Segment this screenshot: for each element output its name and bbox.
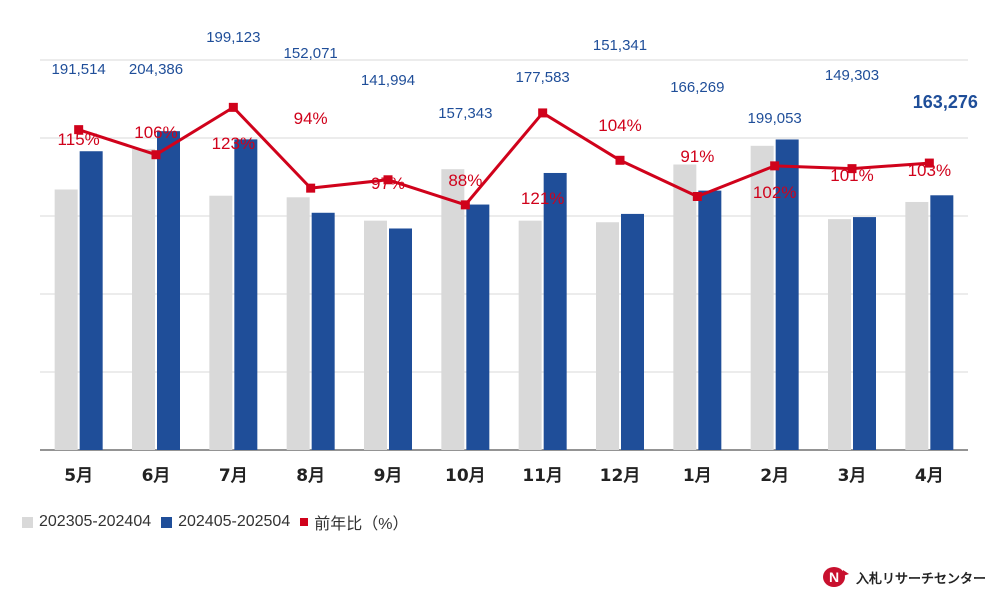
bar-prev-year (132, 148, 155, 451)
yoy-value-label: 103% (908, 161, 951, 180)
yoy-marker (615, 155, 625, 165)
yoy-marker (770, 161, 780, 171)
legend-item-yoy[interactable]: 前年比（%） (300, 510, 408, 534)
bar-prev-year (828, 219, 851, 450)
yoy-value-label: 104% (598, 116, 641, 135)
bar-current-year (79, 151, 103, 450)
bar-prev-year (209, 195, 233, 450)
yoy-marker (460, 200, 470, 210)
bar-value-label: 177,583 (516, 69, 570, 86)
x-tick-label: 11月 (522, 466, 563, 486)
yoy-marker (74, 125, 84, 135)
data-labels: 191,514 204,386 199,123 152,071 141,994 157,3… (52, 29, 978, 208)
bar-value-label: 191,514 (52, 61, 106, 78)
yoy-value-label: 101% (830, 166, 873, 185)
brand-logo-letter: N (829, 569, 839, 585)
x-tick-label: 12月 (600, 466, 641, 486)
x-tick-label: 5月 (64, 466, 93, 486)
bar-value-label: 166,269 (670, 79, 724, 96)
yoy-line (78, 105, 930, 207)
legend-swatch-prev-year (22, 516, 33, 528)
bar-prev-year (905, 201, 929, 450)
bar-value-label: 157,343 (438, 105, 492, 122)
x-tick-label: 3月 (838, 466, 867, 486)
yoy-value-label: 121% (521, 189, 564, 208)
yoy-value-label: 115% (58, 130, 100, 149)
bar-current-year (157, 131, 180, 450)
bar-current-year (234, 139, 258, 451)
bar-value-label: 149,303 (825, 67, 879, 84)
bar-current-year (698, 190, 722, 450)
yoy-line-series (74, 102, 934, 210)
bar-prev-year (673, 164, 697, 450)
yoy-marker (228, 102, 238, 112)
x-tick-label: 2月 (760, 466, 789, 486)
bar-prev-year (750, 145, 774, 451)
bar-current-year (543, 172, 567, 450)
bar-value-label: 199,053 (748, 110, 802, 127)
yoy-marker (692, 192, 702, 201)
x-tick-label: 8月 (296, 466, 325, 486)
brand-logo-icon: N (822, 567, 849, 587)
bar-current-year (930, 195, 954, 450)
yoy-marker (538, 108, 548, 118)
legend-label-yoy: 前年比（%） (314, 516, 409, 533)
bar-current-year (853, 217, 876, 450)
legend: 202305-202404 202405-202504 前年比（%） (22, 510, 418, 534)
yoy-value-label: 88% (448, 171, 482, 190)
bar-current-year (775, 139, 799, 450)
x-tick-label: 9月 (374, 466, 403, 486)
yoy-value-label: 106% (134, 123, 177, 142)
yoy-value-label: 123% (212, 134, 255, 153)
bar-prev-year (286, 197, 310, 450)
yoy-marker (383, 175, 393, 185)
bar-current-year (389, 228, 412, 450)
legend-label-current-year: 202405-202504 (178, 513, 291, 530)
yoy-value-label: 97% (371, 174, 405, 193)
bar-prev-year (518, 220, 542, 450)
yoy-value-label: 94% (294, 109, 328, 128)
brand-name: 入札リサーチセンター (855, 571, 986, 587)
bar-current-year (466, 204, 490, 450)
yoy-value-label: 102% (753, 183, 796, 202)
bar-prev-year (364, 220, 387, 450)
yoy-marker (306, 183, 316, 193)
legend-swatch-current-year (161, 516, 173, 528)
yoy-marker (924, 158, 934, 168)
yoy-marker (847, 164, 857, 174)
bar-value-label: 204,386 (129, 61, 183, 78)
bar-prev-year (596, 222, 619, 450)
bar-value-label: 151,341 (593, 37, 647, 54)
bar-value-label: 141,994 (361, 72, 415, 89)
x-tick-label: 10月 (445, 466, 486, 486)
x-tick-label: 6月 (142, 466, 171, 486)
x-tick-label: 4月 (915, 466, 944, 486)
brand: N 入札リサーチセンター (822, 566, 986, 588)
bar-current-year (621, 213, 644, 450)
x-tick-labels: 5月 6月 7月 8月 9月 10月 11月 12月 1月 2月 3月 4月 (64, 466, 944, 486)
legend-item-current-year[interactable]: 202405-202504 (161, 513, 290, 531)
bar-series (54, 131, 954, 451)
x-tick-label: 7月 (219, 466, 248, 486)
legend-item-prev-year[interactable]: 202305-202404 (22, 513, 151, 531)
legend-swatch-yoy (300, 518, 309, 526)
bar-value-label: 199,123 (206, 29, 260, 46)
bar-value-label: 152,071 (284, 45, 338, 62)
bar-prev-year (54, 189, 78, 451)
gridlines (40, 59, 968, 451)
yoy-value-label: 91% (680, 147, 714, 166)
x-tick-label: 1月 (683, 466, 712, 486)
bar-current-year (311, 212, 335, 450)
bar-prev-year (441, 169, 465, 450)
bar-value-label: 163,276 (913, 92, 978, 112)
yoy-marker (151, 150, 161, 160)
legend-label-prev-year: 202305-202404 (39, 513, 152, 530)
